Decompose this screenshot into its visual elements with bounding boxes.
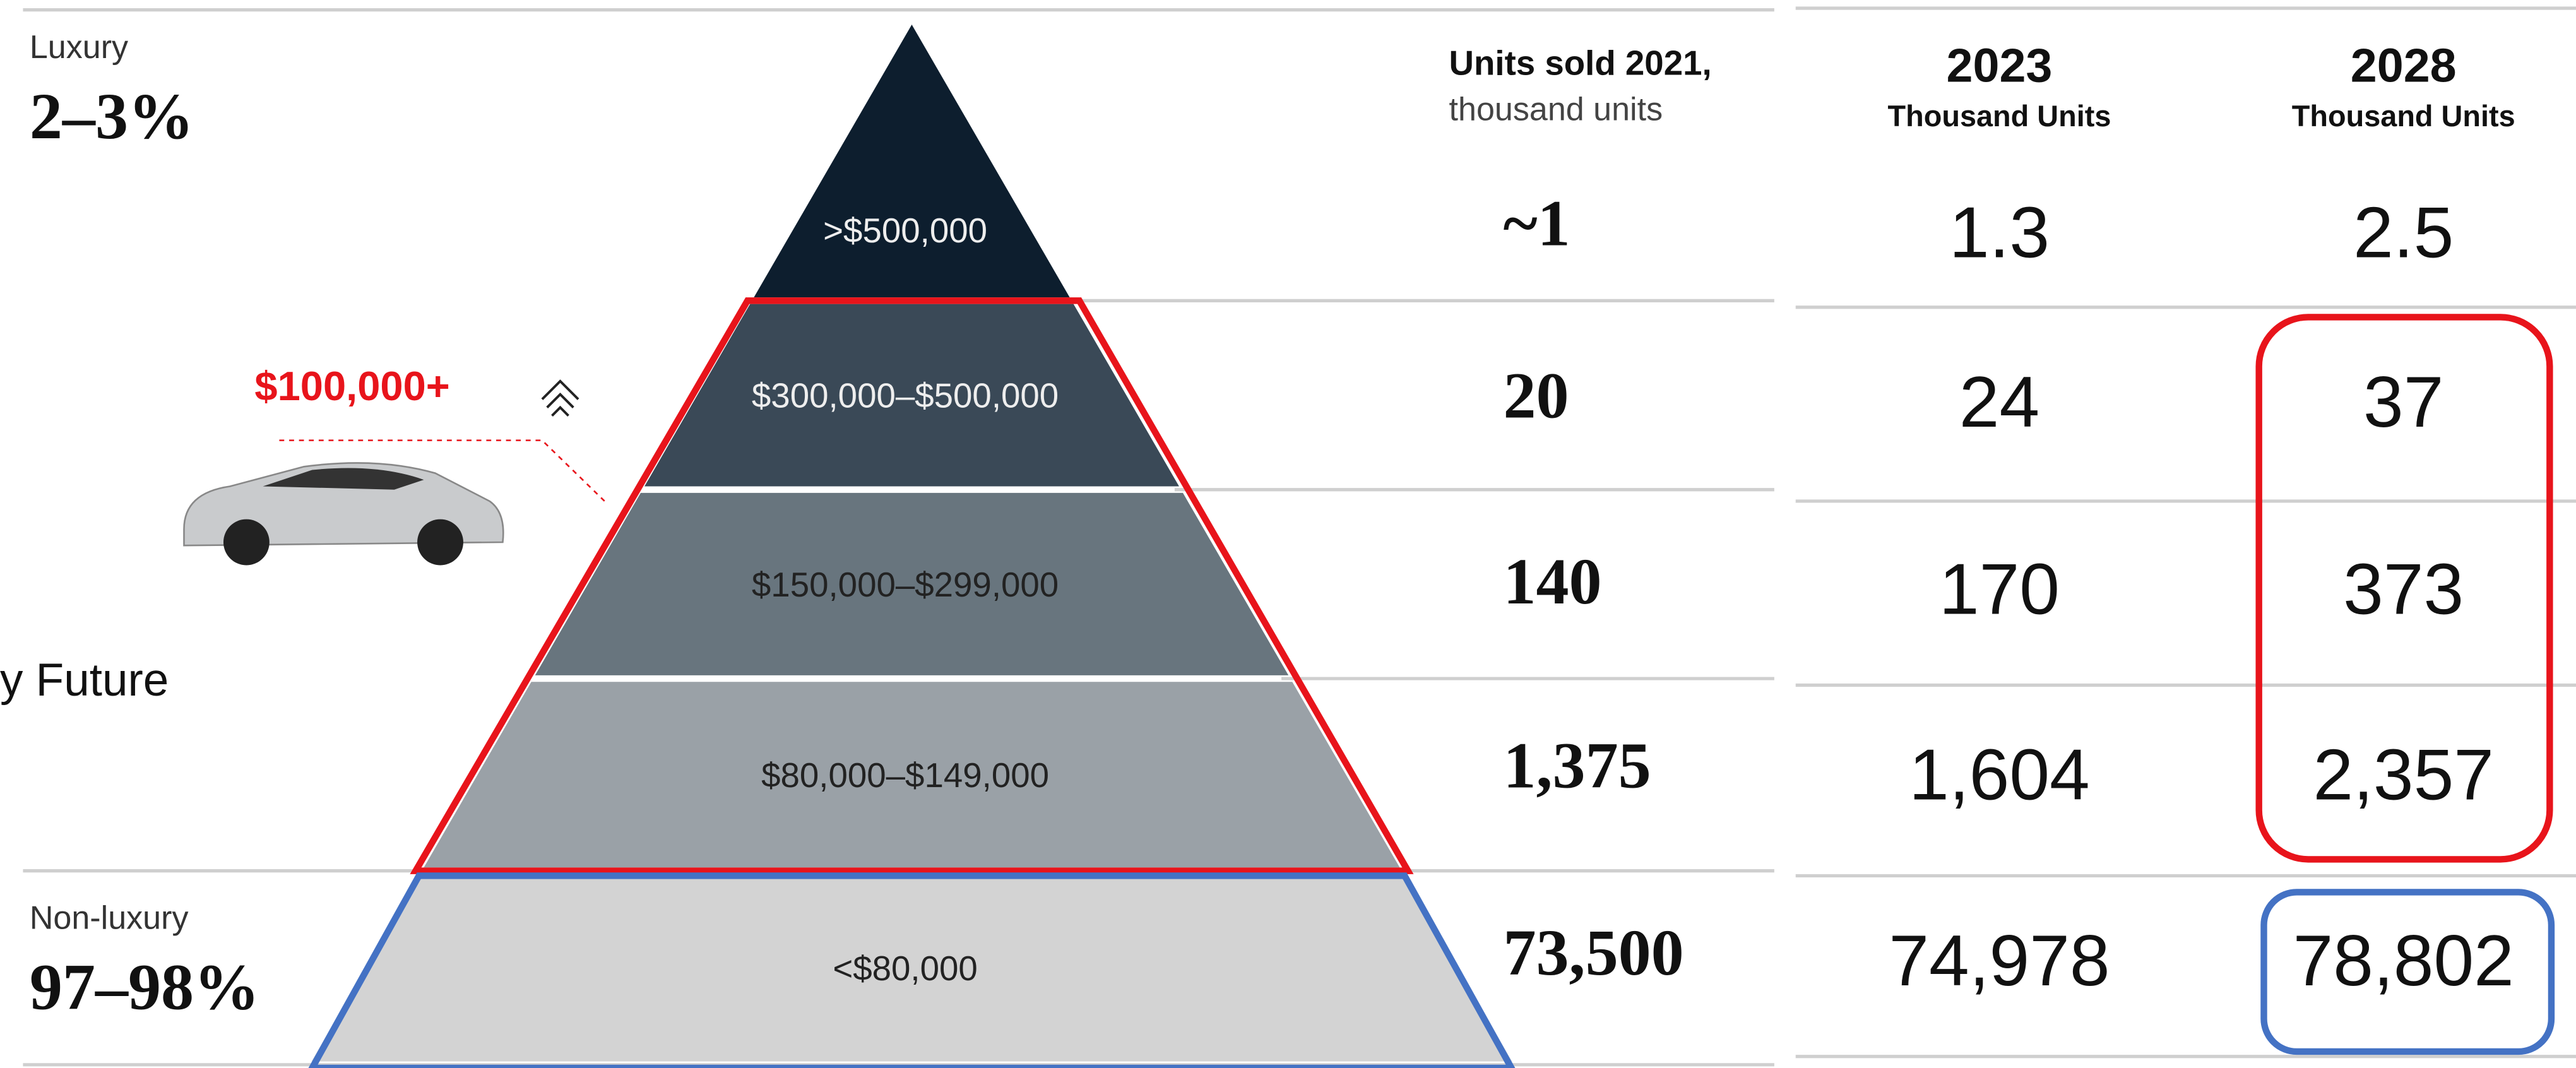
forecast-value: 1.3 — [1949, 193, 2050, 273]
units-2021: 1,375 — [1503, 728, 1651, 802]
tier-label: $150,000–$299,000 — [752, 566, 1059, 604]
segment-label: Non-luxury — [30, 899, 189, 936]
units-2021: 73,500 — [1503, 916, 1683, 989]
year-header: 2023 — [1947, 39, 2053, 92]
tier-label: <$80,000 — [833, 949, 977, 988]
forecast-value: 170 — [1939, 549, 2060, 630]
forecast-value: 2.5 — [2353, 193, 2454, 273]
car-wheel — [223, 519, 270, 566]
page: Luxury 2–3% Non-luxury 97–98% $100,000+ … — [0, 0, 2576, 1068]
tier-label: $300,000–$500,000 — [752, 377, 1059, 415]
car-wheel — [417, 519, 463, 566]
unit-header: Thousand Units — [1888, 100, 2111, 133]
forecast-value: 78,802 — [2293, 920, 2514, 1001]
segment-share: 2–3% — [30, 80, 194, 153]
forecast-value: 74,978 — [1889, 920, 2110, 1001]
units-2021: 20 — [1503, 359, 1569, 432]
forecast-value: 2,357 — [2313, 735, 2494, 816]
segment-share: 97–98% — [30, 951, 259, 1024]
forecast-value: 37 — [2363, 362, 2443, 442]
units-2021: 140 — [1503, 545, 1601, 618]
forecast-value: 1,604 — [1909, 735, 2090, 816]
tier-label: $80,000–$149,000 — [761, 756, 1049, 795]
column-subheader: thousand units — [1449, 92, 1663, 128]
company-name: y Future — [0, 655, 169, 706]
unit-header: Thousand Units — [2292, 100, 2515, 133]
forecast-value: 24 — [1959, 362, 2039, 442]
segment-label: Luxury — [30, 29, 128, 66]
column-header: Units sold 2021, — [1449, 44, 1712, 83]
forecast-value: 373 — [2343, 549, 2464, 630]
callout-price: $100,000+ — [254, 363, 449, 409]
tier-label: >$500,000 — [823, 211, 987, 250]
year-header: 2028 — [2351, 39, 2457, 92]
infographic: Luxury 2–3% Non-luxury 97–98% $100,000+ … — [0, 0, 2576, 1068]
units-2021: ~1 — [1503, 186, 1570, 259]
